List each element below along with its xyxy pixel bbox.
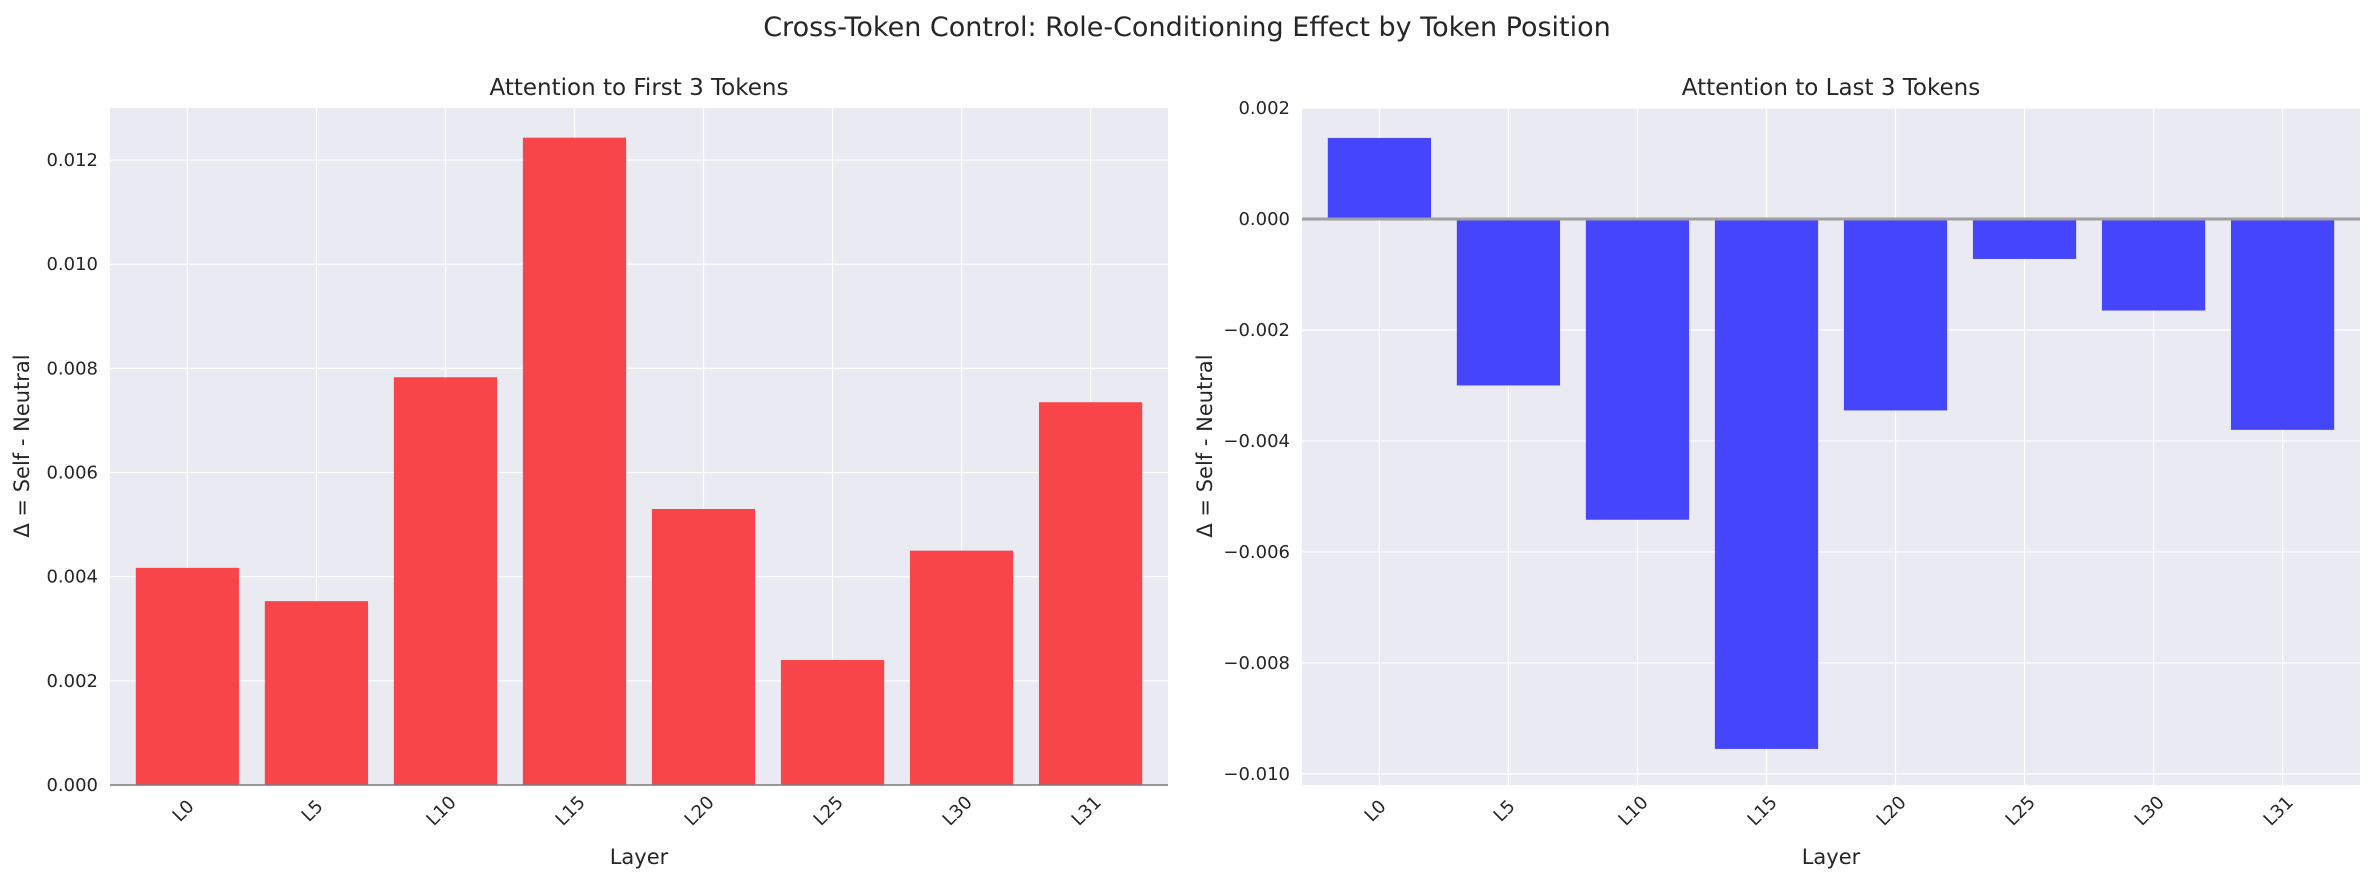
x-tick-label: L31: [2260, 792, 2298, 830]
y-tick-label: 0.004: [46, 567, 98, 588]
x-axis-ticks: L0 L5 L10 L15 L20 L25 L30 L31: [169, 792, 1106, 830]
bar-L30: [2101, 218, 2206, 311]
y-axis-label: Δ = Self - Neutral: [1193, 354, 1217, 537]
bar-L0: [1327, 137, 1432, 219]
y-tick-label: 0.000: [1238, 209, 1290, 230]
x-tick-label: L20: [1873, 792, 1911, 830]
figure-title: Cross-Token Control: Role-Conditioning E…: [763, 12, 1611, 43]
chart-title: Attention to Last 3 Tokens: [1682, 75, 1980, 101]
bar-L25: [1972, 218, 2077, 259]
x-axis-ticks: L0 L5 L10 L15 L20 L25 L30 L31: [1361, 792, 2298, 830]
bar-L0: [135, 567, 240, 785]
y-tick-label: −0.006: [1223, 542, 1290, 563]
bar-L25: [780, 660, 885, 785]
bar-L31: [1038, 402, 1143, 785]
x-axis-label: Layer: [1802, 845, 1861, 869]
bar-L15: [1714, 218, 1819, 749]
bar-L10: [1585, 218, 1690, 520]
bars: [1302, 137, 2360, 749]
chart-first-3-tokens: 0.000 0.002 0.004 0.006 0.008 0.010 0.012 L0 L5…: [10, 75, 1168, 869]
bar-L20: [1843, 218, 1948, 411]
bars: [110, 137, 1168, 786]
y-tick-label: −0.002: [1223, 320, 1290, 341]
x-tick-label: L25: [2002, 792, 2040, 830]
x-tick-label: L0: [1361, 796, 1391, 826]
x-axis-label: Layer: [610, 845, 669, 869]
y-tick-label: 0.008: [46, 358, 98, 379]
x-tick-label: L15: [1744, 792, 1782, 830]
x-tick-label: L20: [681, 792, 719, 830]
x-tick-label: L25: [810, 792, 848, 830]
bar-L15: [522, 137, 627, 786]
y-tick-label: 0.002: [46, 671, 98, 692]
y-tick-label: −0.004: [1223, 431, 1290, 452]
x-tick-label: L5: [1490, 796, 1520, 826]
y-tick-label: 0.010: [46, 254, 98, 275]
x-tick-label: L30: [2131, 792, 2169, 830]
bar-L31: [2230, 218, 2335, 430]
bar-L10: [393, 377, 498, 785]
y-tick-label: −0.008: [1223, 653, 1290, 674]
x-tick-label: L30: [939, 792, 977, 830]
x-tick-label: L0: [169, 796, 199, 826]
x-tick-label: L31: [1068, 792, 1106, 830]
y-axis-ticks: 0.000 0.002 0.004 0.006 0.008 0.010 0.012: [46, 150, 98, 796]
bar-L5: [1456, 218, 1561, 386]
y-axis-label: Δ = Self - Neutral: [10, 354, 34, 537]
plot-area: [1302, 108, 2360, 785]
bar-L5: [264, 601, 369, 785]
bar-L20: [651, 508, 756, 785]
y-tick-label: 0.002: [1238, 98, 1290, 119]
x-tick-label: L10: [1615, 792, 1653, 830]
x-tick-label: L15: [552, 792, 590, 830]
chart-last-3-tokens: −0.010 −0.008 −0.006 −0.004 −0.002 0.000 0.002…: [1193, 75, 2360, 869]
y-axis-ticks: −0.010 −0.008 −0.006 −0.004 −0.002 0.000 0.002: [1223, 98, 1290, 785]
y-tick-label: 0.000: [46, 775, 98, 796]
y-tick-label: 0.012: [46, 150, 98, 171]
x-tick-label: L10: [423, 792, 461, 830]
y-tick-label: −0.010: [1223, 764, 1290, 785]
x-tick-label: L5: [298, 796, 328, 826]
bar-L30: [909, 550, 1014, 785]
chart-title: Attention to First 3 Tokens: [490, 75, 789, 101]
y-tick-label: 0.006: [46, 463, 98, 484]
